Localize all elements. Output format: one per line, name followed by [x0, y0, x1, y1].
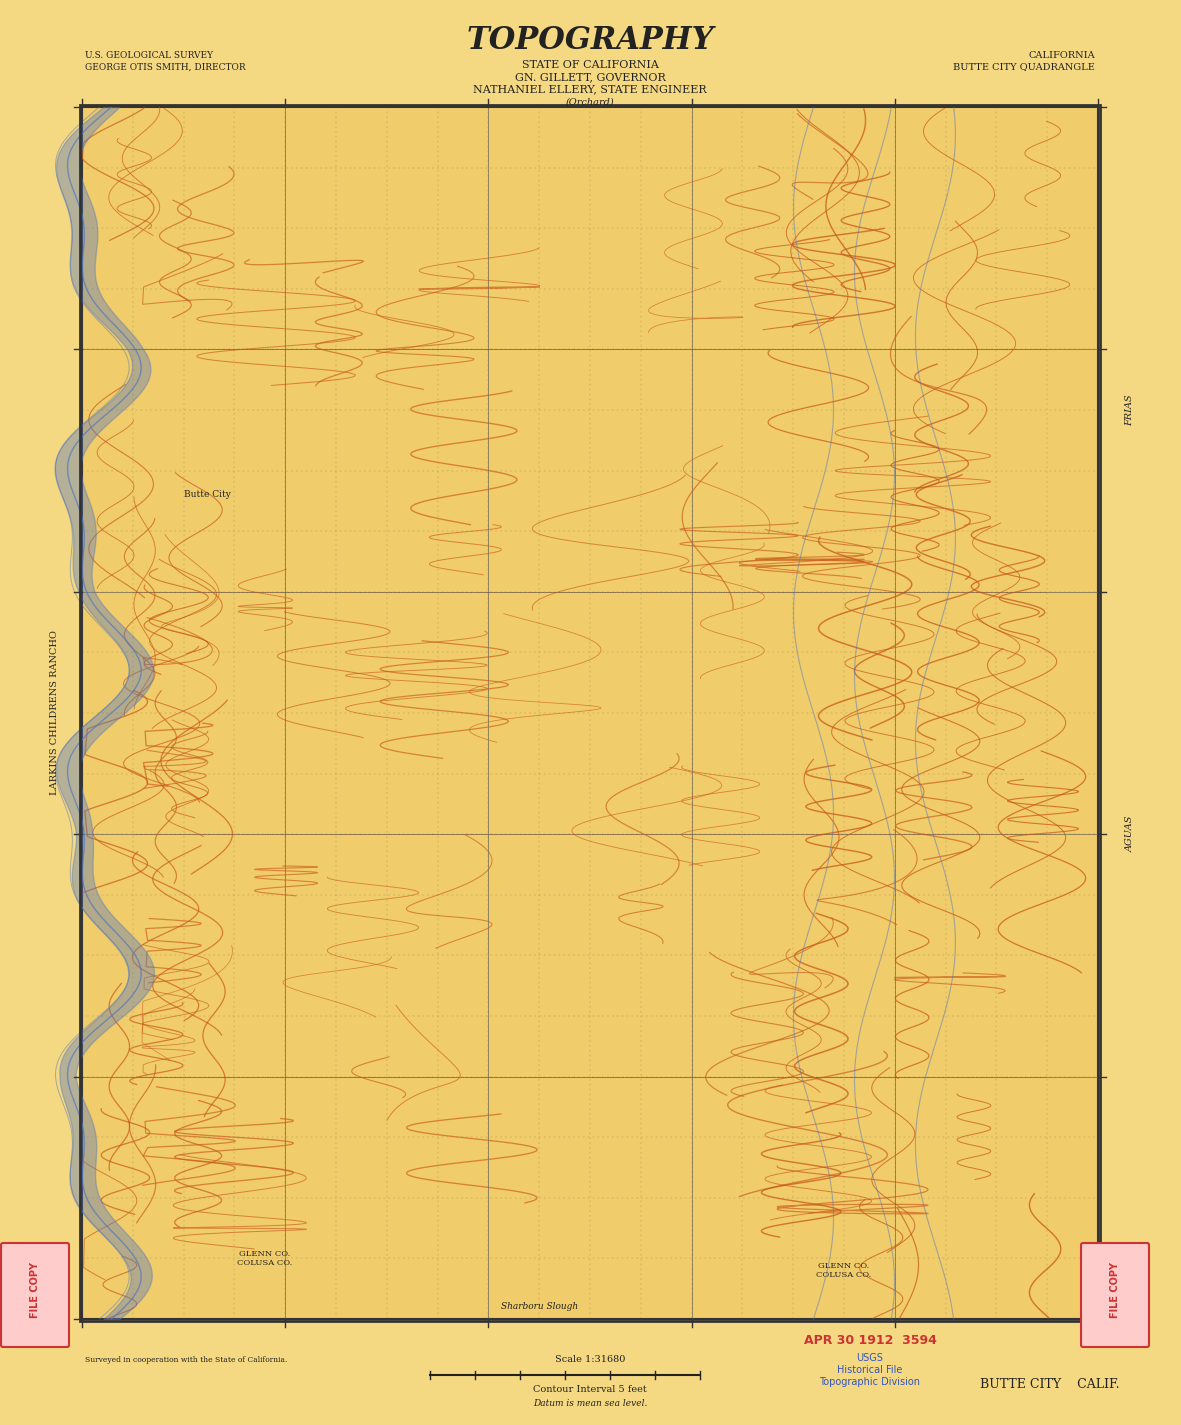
- Text: Surveyed in cooperation with the State of California.: Surveyed in cooperation with the State o…: [85, 1357, 287, 1364]
- Text: USGS
Historical File
Topographic Division: USGS Historical File Topographic Divisio…: [820, 1354, 920, 1387]
- Bar: [80, 105, 1100, 1321]
- Text: FILE COPY: FILE COPY: [1110, 1263, 1120, 1318]
- FancyBboxPatch shape: [1081, 1243, 1149, 1347]
- Text: Scale 1:31680: Scale 1:31680: [555, 1355, 625, 1365]
- Text: (Orchard): (Orchard): [566, 97, 614, 107]
- Text: FILE COPY: FILE COPY: [30, 1263, 40, 1318]
- Text: Butte City: Butte City: [183, 490, 230, 499]
- Text: Datum is mean sea level.: Datum is mean sea level.: [533, 1398, 647, 1408]
- Text: GEORGE OTIS SMITH, DIRECTOR: GEORGE OTIS SMITH, DIRECTOR: [85, 63, 246, 71]
- Text: CALIFORNIA: CALIFORNIA: [1029, 50, 1095, 60]
- Text: Sharboru Slough: Sharboru Slough: [501, 1302, 578, 1311]
- Text: APR 30 1912  3594: APR 30 1912 3594: [803, 1334, 937, 1347]
- Text: NATHANIEL ELLERY, STATE ENGINEER: NATHANIEL ELLERY, STATE ENGINEER: [474, 84, 706, 94]
- Text: U.S. GEOLOGICAL SURVEY: U.S. GEOLOGICAL SURVEY: [85, 50, 213, 60]
- Text: AGUAS: AGUAS: [1125, 817, 1135, 852]
- FancyBboxPatch shape: [1, 1243, 68, 1347]
- Text: BUTTE CITY QUADRANGLE: BUTTE CITY QUADRANGLE: [953, 63, 1095, 71]
- Bar: [81, 107, 1098, 1320]
- Text: GN. GILLETT, GOVERNOR: GN. GILLETT, GOVERNOR: [515, 73, 665, 83]
- Text: TOPOGRAPHY: TOPOGRAPHY: [466, 24, 713, 56]
- Text: FRIAS: FRIAS: [1125, 395, 1135, 426]
- Text: GLENN CO.
COLUSA CO.: GLENN CO. COLUSA CO.: [237, 1250, 293, 1267]
- Text: BUTTE CITY    CALIF.: BUTTE CITY CALIF.: [980, 1378, 1120, 1391]
- Text: Contour Interval 5 feet: Contour Interval 5 feet: [533, 1385, 647, 1395]
- Text: STATE OF CALIFORNIA: STATE OF CALIFORNIA: [522, 60, 659, 70]
- Text: LARKINS CHILDRENS RANCHO: LARKINS CHILDRENS RANCHO: [51, 631, 59, 795]
- Text: GLENN CO.
COLUSA CO.: GLENN CO. COLUSA CO.: [816, 1263, 872, 1280]
